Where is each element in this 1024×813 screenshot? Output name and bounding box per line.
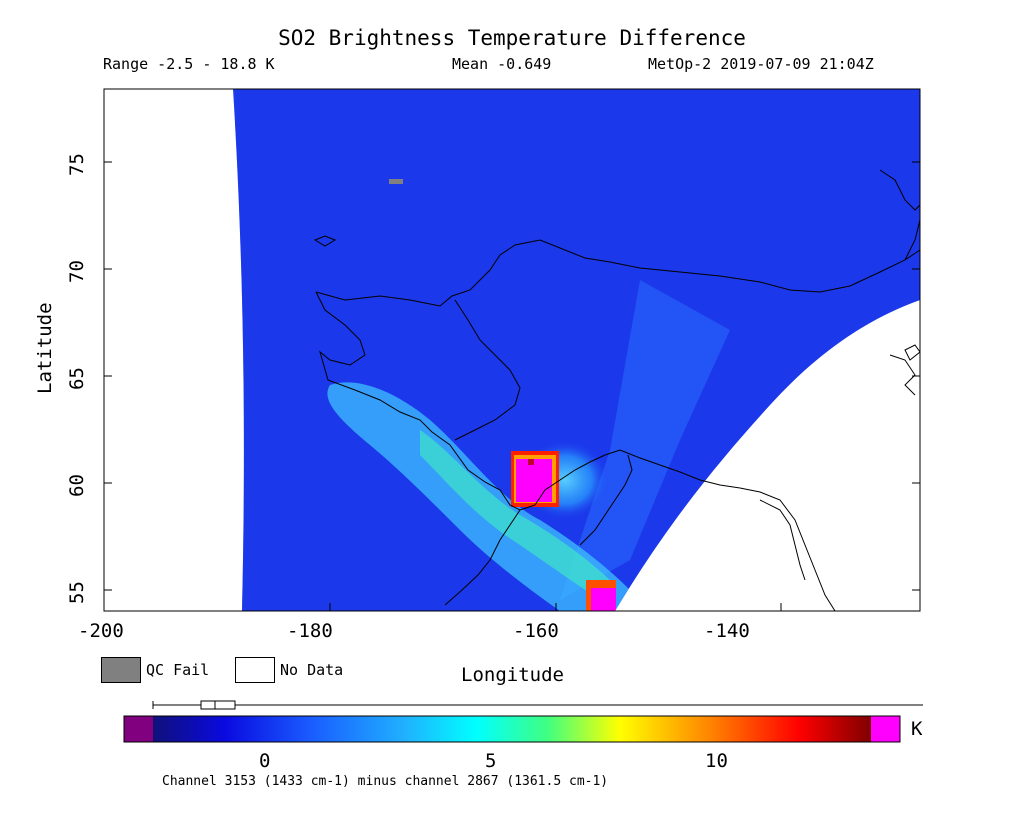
value-range: Range -2.5 - 18.8 K [103,55,275,73]
x-tick-label: -180 [287,620,333,642]
qc-fail-swatch [101,657,141,683]
colorbar-tick-label: 5 [485,750,497,772]
x-axis-label: Longitude [461,664,564,686]
y-tick-label: 65 [66,367,88,390]
y-tick-label: 60 [66,474,88,497]
no-data-label: No Data [280,661,344,679]
colorbar-unit: K [911,718,923,740]
hotspot-core [516,459,552,502]
no-data-swatch [235,657,275,683]
y-axis-label: Latitude [34,302,56,394]
plot-title: SO2 Brightness Temperature Difference [278,26,746,50]
mean-value: Mean -0.649 [452,55,552,73]
qc-fail-label: QC Fail [146,661,210,679]
channel-description: Channel 3153 (1433 cm-1) minus channel 2… [162,774,609,789]
hotspot-center [528,459,534,465]
swath-edge-band [560,280,730,600]
x-tick-label: -200 [78,620,124,642]
hotspot-south-core [591,588,616,611]
y-tick-label: 55 [66,581,88,604]
plot-frame [103,88,921,612]
colorbar-tick-label: 10 [705,750,728,772]
qc-fail-pixel [389,179,403,184]
y-tick-label: 75 [66,153,88,176]
x-tick-label: -140 [704,620,750,642]
data-swath [233,89,920,611]
x-tick-label: -160 [513,620,559,642]
so2-plume-core [420,430,615,600]
satellite-timestamp: MetOp-2 2019-07-09 21:04Z [648,55,874,73]
coastlines [313,169,921,612]
tick-marks [103,161,920,611]
y-tick-label: 70 [66,260,88,283]
colorbar-tick-label: 0 [259,750,271,772]
